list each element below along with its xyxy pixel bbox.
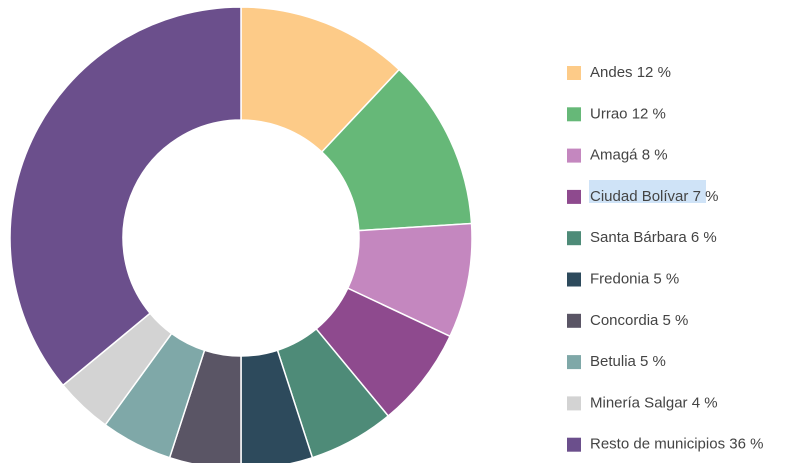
legend-category: Santa Bárbara bbox=[590, 229, 687, 246]
legend-category: Concordia bbox=[590, 312, 659, 329]
legend-swatch bbox=[567, 355, 581, 370]
legend-label: Urrao 12 % bbox=[590, 105, 666, 122]
legend-category: Betulia bbox=[590, 353, 637, 370]
legend-label: Betulia 5 % bbox=[590, 353, 666, 370]
legend-value: 5 % bbox=[653, 270, 679, 287]
legend-value: 6 % bbox=[691, 229, 717, 246]
legend-value: 5 % bbox=[663, 312, 689, 329]
legend-swatch bbox=[567, 396, 581, 411]
legend-swatch bbox=[567, 231, 581, 246]
legend-category: Amagá bbox=[590, 147, 638, 164]
legend-category: Fredonia bbox=[590, 270, 650, 287]
legend-swatch bbox=[567, 148, 581, 163]
legend-label: Concordia 5 % bbox=[590, 312, 688, 329]
legend-label: Santa Bárbara 6 % bbox=[590, 229, 717, 246]
legend-value: 36 % bbox=[729, 436, 763, 453]
legend-category: Urrao bbox=[590, 105, 628, 122]
legend-category: Ciudad Bolívar bbox=[590, 188, 688, 205]
legend-swatch bbox=[567, 272, 581, 287]
legend-label: Amagá 8 % bbox=[590, 147, 668, 164]
legend-value: 8 % bbox=[642, 147, 668, 164]
legend-value: 4 % bbox=[692, 394, 718, 411]
legend-label: Andes 12 % bbox=[590, 64, 671, 81]
legend-swatch bbox=[567, 313, 581, 328]
legend-swatch bbox=[567, 189, 581, 204]
legend-value: 7 % bbox=[693, 188, 719, 205]
legend-value: 12 % bbox=[632, 105, 666, 122]
legend-label: Minería Salgar 4 % bbox=[590, 394, 718, 411]
legend-swatch bbox=[567, 107, 581, 122]
legend-swatch bbox=[567, 66, 581, 80]
legend-label: Ciudad Bolívar 7 % bbox=[590, 188, 718, 205]
text-selection bbox=[589, 180, 706, 203]
legend-swatch bbox=[567, 437, 581, 452]
legend-category: Resto de municipios bbox=[590, 436, 725, 453]
legend-category: Minería Salgar bbox=[590, 394, 688, 411]
legend-value: 12 % bbox=[637, 64, 671, 81]
legend-label: Fredonia 5 % bbox=[590, 270, 679, 287]
legend-category: Andes bbox=[590, 64, 633, 81]
legend-label: Resto de municipios 36 % bbox=[590, 436, 763, 453]
donut-slice bbox=[9, 6, 242, 387]
legend-value: 5 % bbox=[640, 353, 666, 370]
